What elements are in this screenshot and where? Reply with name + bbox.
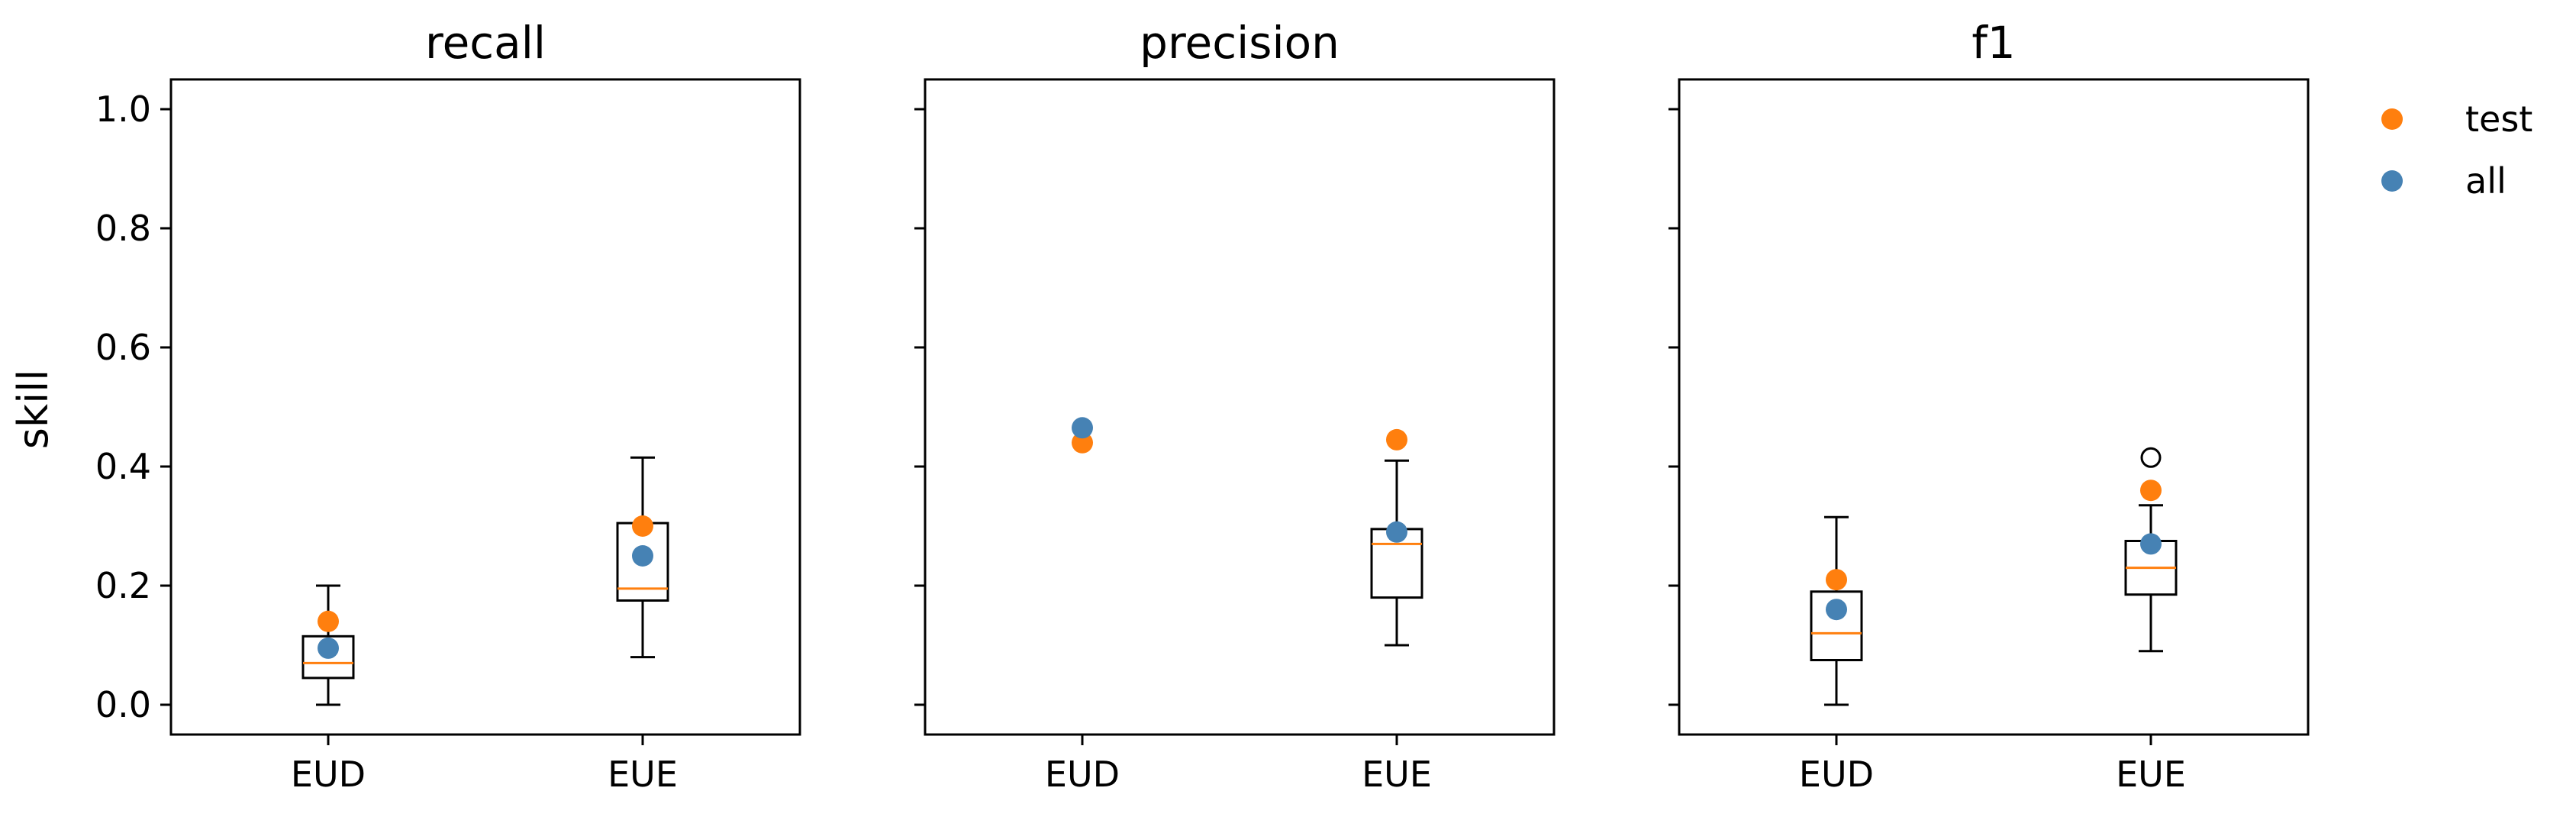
y-tick-label: 1.0 xyxy=(95,89,151,130)
y-tick-label: 0.0 xyxy=(95,684,151,725)
x-tick-label: EUE xyxy=(1362,754,1432,795)
panel-title: recall xyxy=(425,17,546,69)
panel-precision: precision EUD EUE xyxy=(914,17,1556,795)
x-tick-label: EUD xyxy=(291,754,366,795)
panel-f1: f1 EUD EUE xyxy=(1668,17,2310,795)
x-tick-label: EUE xyxy=(608,754,678,795)
legend-marker xyxy=(2381,108,2403,130)
all-point xyxy=(2140,533,2162,555)
legend-entry-test: test xyxy=(2381,98,2532,140)
all-point xyxy=(632,545,653,567)
box-EUE xyxy=(1370,459,1423,647)
all-point xyxy=(318,637,339,659)
y-tick-label: 0.4 xyxy=(95,446,151,487)
legend-entry-all: all xyxy=(2381,160,2507,202)
panel-recall: recall 0.0 0.2 0.4 0.6 0.8 1.0 EUD EUE xyxy=(95,17,801,795)
test-point xyxy=(318,610,339,632)
legend-marker xyxy=(2381,170,2403,192)
y-tick-label: 0.2 xyxy=(95,565,151,606)
legend-label: all xyxy=(2465,160,2507,202)
outlier-point xyxy=(2140,447,2162,468)
panels-group: recall 0.0 0.2 0.4 0.6 0.8 1.0 EUD EUE precision E… xyxy=(95,17,2310,795)
axes-frame xyxy=(1678,78,2310,736)
legend: test all xyxy=(2381,98,2532,202)
y-tick-label: 0.8 xyxy=(95,208,151,249)
box-EUE xyxy=(616,456,669,659)
axes-frame xyxy=(924,78,1556,736)
x-tick-label: EUD xyxy=(1799,754,1874,795)
test-point xyxy=(1072,431,1093,454)
test-point xyxy=(1826,569,1847,591)
test-point xyxy=(632,515,653,537)
test-point xyxy=(1386,428,1407,450)
panel-title: precision xyxy=(1140,17,1340,69)
all-point xyxy=(1072,417,1093,439)
x-tick-label: EUD xyxy=(1045,754,1120,795)
x-tick-label: EUE xyxy=(2116,754,2186,795)
all-point xyxy=(1386,521,1407,543)
panel-title: f1 xyxy=(1971,17,2015,69)
box-EUD xyxy=(301,584,355,706)
legend-label: test xyxy=(2465,98,2532,140)
all-point xyxy=(1826,599,1847,621)
axes-frame xyxy=(169,78,801,736)
y-axis-label: skill xyxy=(9,370,57,449)
y-tick-label: 0.6 xyxy=(95,327,151,368)
test-point xyxy=(2140,480,2162,502)
box-iqr xyxy=(301,635,355,680)
box-iqr xyxy=(1810,590,1863,661)
